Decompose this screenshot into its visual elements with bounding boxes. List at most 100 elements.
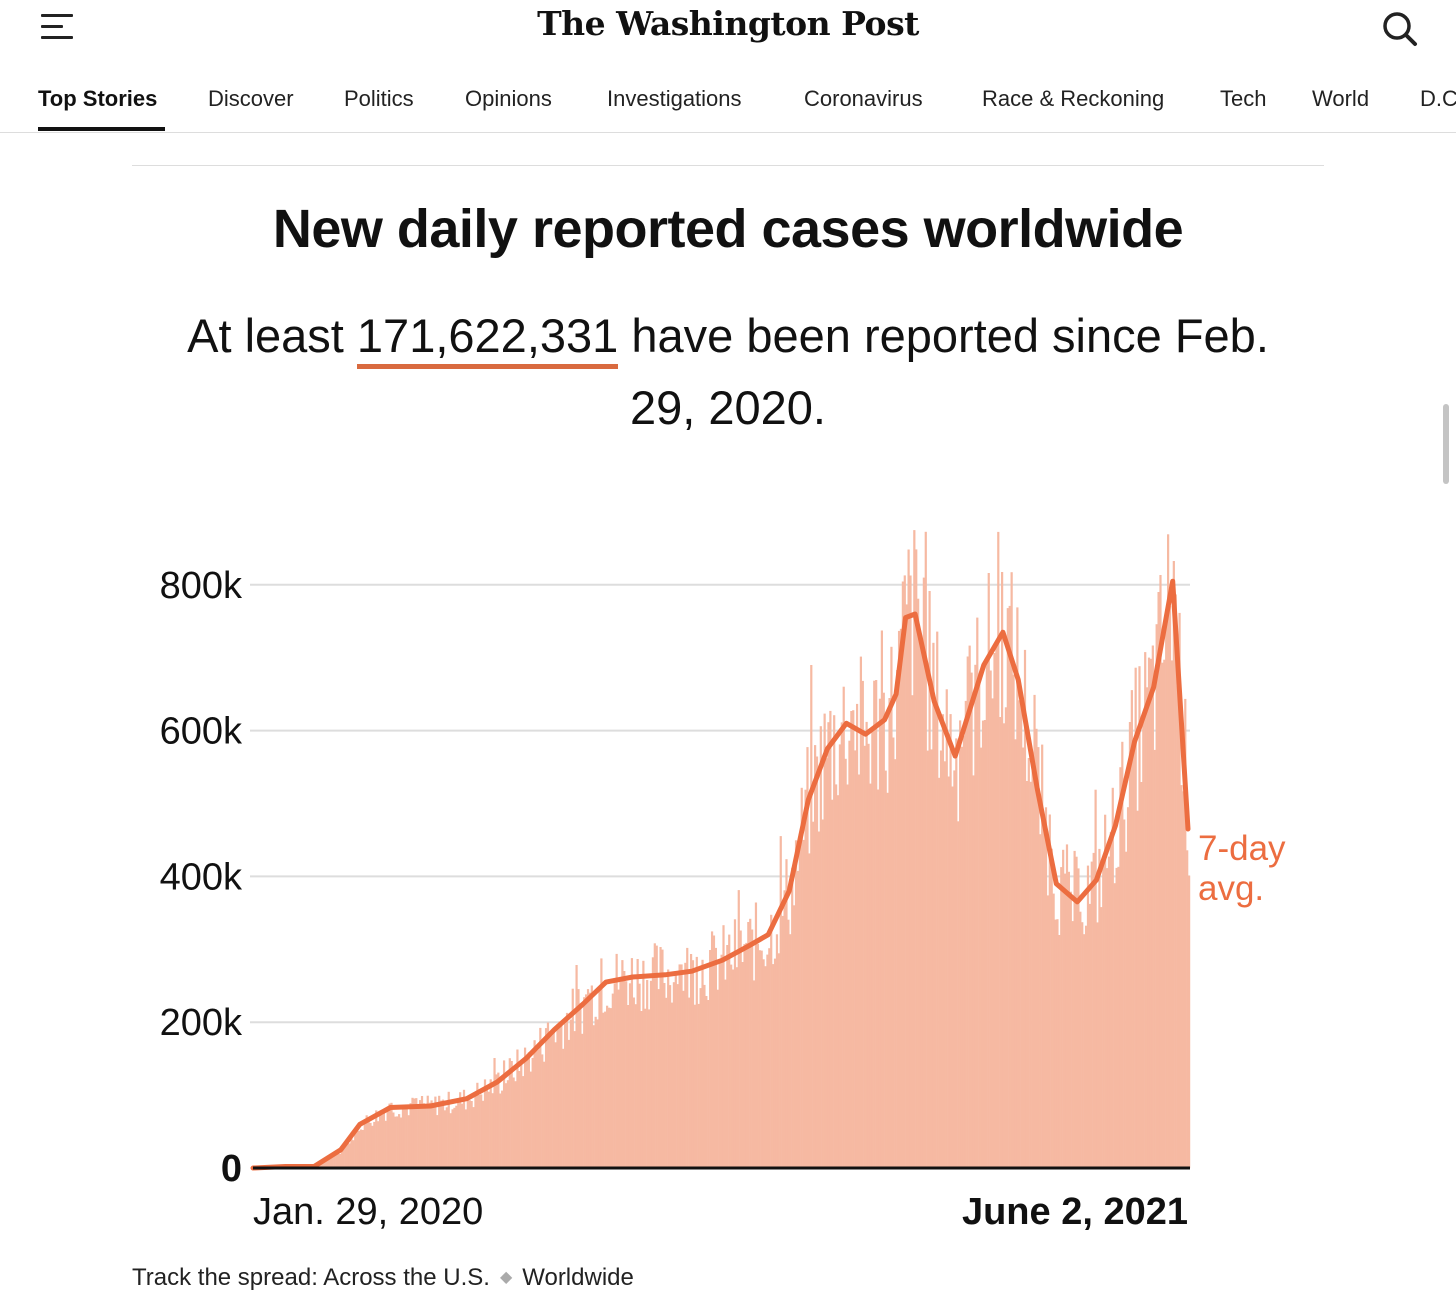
daily-bar (478, 1095, 481, 1168)
tab-politics[interactable]: Politics (344, 86, 414, 111)
daily-bar (359, 1129, 363, 1168)
daily-bar (445, 1107, 448, 1168)
daily-bar (550, 1035, 553, 1168)
daily-bar (449, 1113, 452, 1168)
daily-bar (487, 1091, 490, 1168)
daily-bar (924, 531, 927, 1168)
daily-bar (793, 905, 796, 1168)
daily-bar (831, 799, 834, 1168)
daily-bar (850, 711, 853, 1168)
link-across-us[interactable]: Across the U.S. (323, 1264, 490, 1291)
daily-bar (586, 989, 590, 1168)
daily-bar (716, 989, 719, 1168)
link-worldwide[interactable]: Worldwide (522, 1264, 634, 1291)
tab-tech[interactable]: Tech (1220, 86, 1267, 111)
tab-race-reckoning[interactable]: Race & Reckoning (982, 86, 1165, 111)
washington-post-logo[interactable]: The Washington Post (537, 4, 919, 43)
hamburger-menu-icon[interactable] (38, 12, 76, 42)
daily-bar (1130, 690, 1133, 1168)
daily-bar (409, 1103, 412, 1168)
daily-bar (459, 1092, 462, 1168)
daily-bar (630, 958, 634, 1168)
daily-bar (413, 1098, 416, 1168)
daily-bar (501, 1090, 504, 1168)
daily-bar (621, 960, 624, 1168)
daily-bar (859, 656, 863, 1168)
daily-bar (342, 1147, 345, 1168)
tab-opinions[interactable]: Opinions (465, 86, 552, 111)
daily-bar (1111, 787, 1114, 1168)
daily-bar (1094, 789, 1097, 1168)
daily-bar (1014, 739, 1017, 1168)
daily-bar (981, 720, 985, 1168)
daily-bar (701, 959, 704, 1168)
y-tick-label: 400k (160, 856, 243, 898)
daily-bar (625, 981, 628, 1168)
daily-bar (399, 1117, 403, 1168)
daily-bar (762, 959, 765, 1168)
daily-bar (1021, 747, 1025, 1168)
daily-bar (327, 1157, 330, 1168)
daily-bar (798, 836, 801, 1168)
daily-bar (678, 964, 681, 1168)
daily-bar (901, 581, 904, 1168)
daily-bar (396, 1116, 399, 1168)
daily-bar (588, 992, 592, 1168)
daily-bar (329, 1156, 332, 1168)
daily-bar (834, 784, 838, 1168)
daily-bar (523, 1047, 527, 1168)
daily-bar (1142, 717, 1145, 1168)
daily-bar (783, 890, 786, 1168)
daily-bar (604, 1011, 607, 1168)
daily-bar (949, 714, 952, 1168)
daily-bar (1113, 883, 1116, 1168)
tab-investigations[interactable]: Investigations (607, 86, 742, 111)
daily-bar (739, 930, 742, 1168)
daily-bar (668, 985, 672, 1168)
tab-coronavirus[interactable]: Coronavirus (804, 86, 923, 111)
daily-bar (867, 743, 870, 1168)
daily-bar (594, 1016, 597, 1168)
daily-bars (254, 530, 1191, 1168)
daily-bar (642, 960, 645, 1168)
daily-bar (607, 1007, 611, 1168)
daily-bar (878, 698, 882, 1168)
daily-bar (432, 1105, 435, 1168)
daily-bar (350, 1132, 353, 1168)
y-tick-label: 800k (160, 565, 243, 607)
scrollbar-thumb[interactable] (1443, 404, 1449, 484)
daily-bar (661, 949, 664, 1168)
daily-bar (562, 1048, 565, 1168)
daily-bar (1056, 919, 1059, 1168)
daily-bar (438, 1095, 441, 1168)
daily-bar (918, 642, 922, 1168)
daily-bar (476, 1082, 479, 1168)
daily-bar (945, 689, 948, 1168)
cases-chart: 0 200k 400k 600k 800k Jan. 29, 2020 June 2, … (160, 530, 1286, 1233)
daily-bar (424, 1107, 427, 1168)
daily-bar (707, 1000, 710, 1168)
daily-bar (533, 1040, 536, 1168)
daily-bar (777, 953, 780, 1168)
daily-bar (840, 722, 843, 1168)
total-cases-count: 171,622,331 (356, 309, 619, 369)
daily-bar (1126, 807, 1130, 1168)
daily-bar (1121, 741, 1124, 1168)
daily-bar (972, 775, 975, 1168)
daily-bar (772, 964, 775, 1168)
tab-top-stories[interactable]: Top Stories (38, 86, 158, 111)
daily-bar (602, 1012, 605, 1168)
tab-dc[interactable]: D.C (1420, 86, 1456, 111)
daily-bar (600, 958, 603, 1168)
search-icon[interactable] (1378, 6, 1422, 50)
daily-bar (1104, 814, 1107, 1168)
tab-world[interactable]: World (1312, 86, 1370, 111)
daily-bar (770, 914, 773, 1168)
daily-bar (502, 1060, 506, 1168)
daily-bar (730, 964, 733, 1168)
daily-bar (960, 746, 964, 1168)
footer-prefix: Track the spread: (132, 1264, 324, 1291)
daily-bar (361, 1130, 364, 1168)
daily-bar (1123, 819, 1126, 1168)
tab-discover[interactable]: Discover (208, 86, 294, 111)
